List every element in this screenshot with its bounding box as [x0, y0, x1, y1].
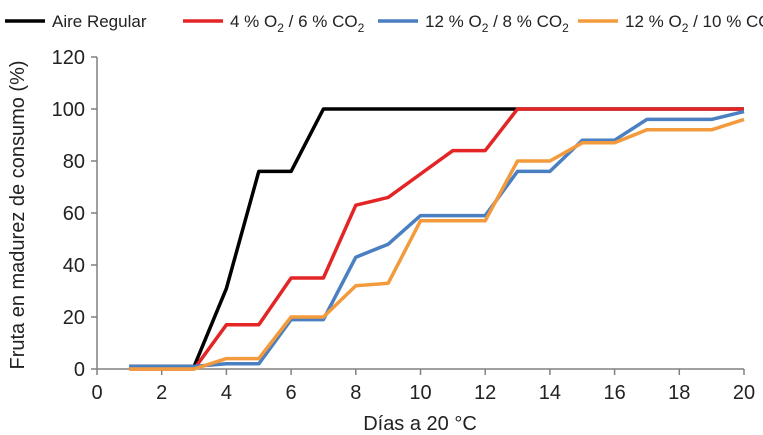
x-tick-label: 14 — [539, 382, 561, 404]
y-tick-label: 100 — [52, 99, 85, 121]
y-tick-label: 20 — [63, 307, 85, 329]
x-tick-label: 18 — [668, 382, 690, 404]
legend-label: 12 % O2 / 8 % CO2 — [425, 12, 569, 35]
series-line-3 — [129, 109, 745, 369]
legend-label: 4 % O2 / 6 % CO2 — [230, 12, 365, 35]
x-tick-label: 16 — [603, 382, 625, 404]
legend-label: 12 % O2 / 10 % CO2 — [625, 12, 763, 35]
x-tick-label: 6 — [286, 382, 297, 404]
y-tick-label: 60 — [63, 203, 85, 225]
legend-item-4: 12 % O2 / 10 % CO2 — [578, 12, 763, 35]
legend-item-1: Aire Regular — [5, 12, 147, 31]
x-tick-label: 2 — [156, 382, 167, 404]
legend-item-2: 4 % O2 / 6 % CO2 — [183, 12, 365, 35]
legend: Aire Regular 4 % O2 / 6 % CO2 12 % O2 / 8 … — [5, 12, 763, 35]
y-tick-label: 40 — [63, 255, 85, 277]
y-tick-label: 80 — [63, 151, 85, 173]
x-tick-label: 20 — [733, 382, 755, 404]
series-line-4 — [129, 117, 745, 371]
y-tick-label: 120 — [52, 47, 85, 69]
x-tick-label: 8 — [350, 382, 361, 404]
series-layer — [129, 107, 745, 371]
axes: 0 20 40 60 80 100 120 0 2 4 6 8 10 12 14 16 18 20 — [52, 47, 756, 404]
legend-item-3: 12 % O2 / 8 % CO2 — [378, 12, 569, 35]
x-axis-title: Días a 20 °C — [363, 413, 477, 435]
x-tick-label: 0 — [91, 382, 102, 404]
legend-label: Aire Regular — [52, 12, 147, 31]
x-tick-label: 12 — [474, 382, 496, 404]
series-line-2 — [129, 107, 744, 371]
series-line-1 — [129, 107, 744, 369]
x-tick-label: 4 — [221, 382, 232, 404]
y-axis-title: Fruta en madurez de consumo (%) — [7, 60, 29, 369]
x-tick-label: 10 — [409, 382, 431, 404]
y-tick-label: 0 — [74, 359, 85, 381]
